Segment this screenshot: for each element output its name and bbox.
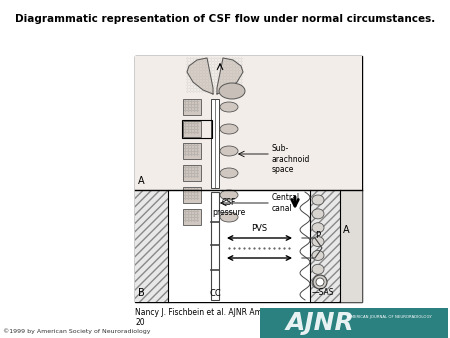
Ellipse shape — [312, 250, 324, 260]
Text: —SAS: —SAS — [312, 288, 334, 297]
Text: Sub-
arachnoid
space: Sub- arachnoid space — [272, 144, 310, 174]
Bar — [183, 165, 201, 181]
Text: PVS: PVS — [252, 224, 268, 233]
Ellipse shape — [313, 275, 327, 289]
Bar — [340, 190, 362, 302]
Text: A: A — [343, 225, 350, 235]
Bar — [211, 192, 219, 300]
Polygon shape — [217, 58, 243, 94]
Polygon shape — [187, 58, 213, 94]
Ellipse shape — [219, 83, 245, 99]
Ellipse shape — [312, 195, 324, 205]
Ellipse shape — [220, 190, 238, 200]
Text: AMERICAN JOURNAL OF NEURORADIOLOGY: AMERICAN JOURNAL OF NEURORADIOLOGY — [348, 315, 432, 319]
Text: A: A — [138, 176, 144, 186]
Bar — [183, 99, 201, 115]
Text: Central
canal: Central canal — [272, 193, 300, 213]
Bar — [260, 308, 448, 338]
Ellipse shape — [220, 168, 238, 178]
Text: Diagrammatic representation of CSF flow under normal circumstances.: Diagrammatic representation of CSF flow … — [15, 14, 435, 24]
Circle shape — [316, 278, 324, 286]
Ellipse shape — [220, 102, 238, 112]
Ellipse shape — [220, 124, 238, 134]
Bar — [183, 121, 201, 137]
Ellipse shape — [220, 146, 238, 156]
Text: AJNR: AJNR — [286, 311, 355, 335]
Ellipse shape — [220, 212, 238, 222]
Ellipse shape — [312, 278, 324, 288]
Bar — [183, 143, 201, 159]
Bar — [135, 190, 168, 302]
Bar — [211, 99, 219, 188]
Text: Nancy J. Fischbein et al. AJNR Am J Neuroradiol 1999;20:7-
20: Nancy J. Fischbein et al. AJNR Am J Neur… — [135, 308, 358, 328]
Ellipse shape — [312, 264, 324, 274]
Text: ©1999 by American Society of Neuroradiology: ©1999 by American Society of Neuroradiol… — [3, 328, 150, 334]
Bar — [310, 190, 340, 302]
Bar — [135, 56, 362, 190]
Text: B: B — [138, 288, 145, 298]
Bar — [183, 187, 201, 203]
Ellipse shape — [312, 209, 324, 219]
Bar — [183, 209, 201, 225]
Bar — [135, 190, 362, 302]
Text: CSF
pressure: CSF pressure — [212, 198, 246, 217]
Text: P: P — [315, 231, 320, 240]
Ellipse shape — [312, 237, 324, 247]
Ellipse shape — [312, 223, 324, 233]
Text: CC: CC — [209, 289, 221, 298]
Bar — [182, 120, 212, 138]
Bar — [135, 56, 362, 302]
